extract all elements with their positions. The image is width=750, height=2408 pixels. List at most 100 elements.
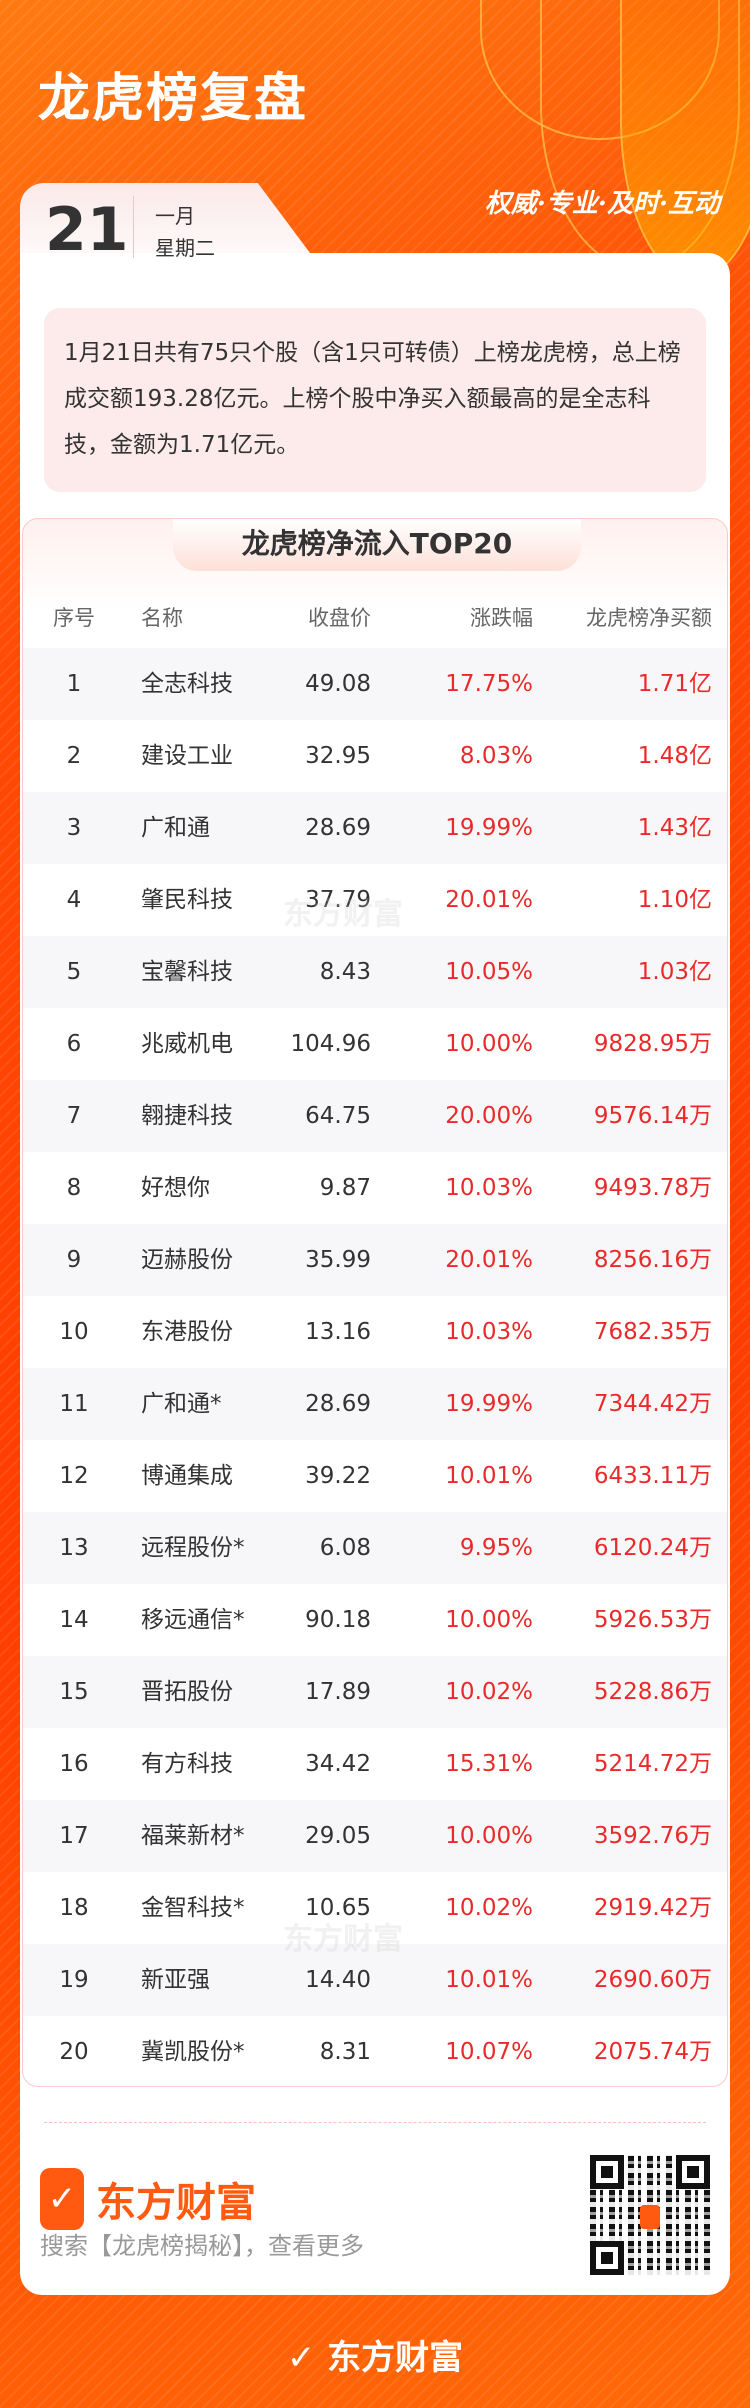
cell-change: 10.03% (445, 1175, 533, 1201)
cell-net-buy: 5214.72万 (593, 1751, 712, 1777)
cell-rank: 12 (59, 1463, 89, 1489)
col-net-buy: 龙虎榜净买额 (586, 606, 712, 630)
cell-rank: 16 (59, 1751, 89, 1777)
cell-net-buy: 2919.42万 (593, 1895, 712, 1921)
page-title: 龙虎榜复盘 (38, 69, 309, 129)
watermark: 东方财富 (283, 1922, 403, 1957)
cell-change: 20.00% (445, 1103, 533, 1129)
cell-name: 好想你 (141, 1175, 210, 1201)
cell-name: 建设工业 (141, 743, 233, 769)
cell-rank: 17 (59, 1823, 89, 1849)
cell-close: 6.08 (319, 1535, 371, 1561)
table-title: 龙虎榜净流入TOP20 (173, 519, 581, 571)
cell-change: 20.01% (445, 1247, 533, 1273)
cell-close: 8.43 (319, 959, 371, 985)
cell-change: 8.03% (459, 743, 533, 769)
summary-text: 1月21日共有75只个股（含1只可转债）上榜龙虎榜，总上榜成交额193.28亿元… (44, 308, 706, 492)
table-row: 2 建设工业 32.95 8.03% 1.48亿 (23, 720, 727, 792)
table-row: 10 东港股份 13.16 10.03% 7682.35万 (23, 1296, 727, 1368)
cell-net-buy: 1.43亿 (637, 815, 712, 841)
cell-name: 远程股份* (141, 1535, 245, 1561)
cell-close: 49.08 (305, 671, 371, 697)
cell-close: 14.40 (305, 1967, 371, 1993)
cell-close: 35.99 (305, 1247, 371, 1273)
cell-change: 10.00% (445, 1823, 533, 1849)
cell-net-buy: 2690.60万 (593, 1967, 712, 1993)
cell-rank: 1 (66, 671, 82, 697)
cell-close: 90.18 (305, 1607, 371, 1633)
cell-close: 10.65 (305, 1895, 371, 1921)
cell-rank: 10 (59, 1319, 89, 1345)
qr-logo-icon (640, 2205, 660, 2229)
eastmoney-logo-icon: ✓ (286, 2338, 328, 2378)
cell-name: 冀凯股份* (141, 2039, 245, 2065)
brand-logo: ✓ 东方财富 (40, 2168, 256, 2230)
cell-net-buy: 7344.42万 (593, 1391, 712, 1417)
date-divider (133, 196, 134, 258)
cell-net-buy: 3592.76万 (593, 1823, 712, 1849)
cell-rank: 4 (66, 887, 82, 913)
cell-net-buy: 5228.86万 (593, 1679, 712, 1705)
cell-rank: 2 (66, 743, 82, 769)
bottom-brand-text: 东方财富 (327, 2338, 464, 2378)
col-name: 名称 (141, 606, 183, 630)
col-change: 涨跌幅 (470, 606, 533, 630)
table-row: 13 远程股份* 6.08 9.95% 6120.24万 (23, 1512, 727, 1584)
table-row: 20 冀凯股份* 8.31 10.07% 2075.74万 (23, 2016, 727, 2086)
cell-close: 39.22 (305, 1463, 371, 1489)
cell-close: 64.75 (305, 1103, 371, 1129)
cell-rank: 14 (59, 1607, 89, 1633)
cell-net-buy: 9576.14万 (593, 1103, 712, 1129)
table-row: 19 新亚强 14.40 10.01% 2690.60万 (23, 1944, 727, 2016)
cell-close: 17.89 (305, 1679, 371, 1705)
qr-code[interactable] (590, 2155, 710, 2275)
table-row: 7 翱捷科技 64.75 20.00% 9576.14万 (23, 1080, 727, 1152)
cell-name: 肇民科技 (141, 887, 233, 913)
cell-rank: 19 (59, 1967, 89, 1993)
cell-rank: 11 (59, 1391, 89, 1417)
cell-change: 19.99% (445, 815, 533, 841)
cell-net-buy: 7682.35万 (593, 1319, 712, 1345)
cell-rank: 5 (66, 959, 82, 985)
cell-change: 17.75% (445, 671, 533, 697)
cell-close: 37.79 (305, 887, 371, 913)
brand-name: 东方财富 (96, 2180, 256, 2226)
cell-name: 晋拓股份 (141, 1679, 233, 1705)
table-row: 11 广和通* 28.69 19.99% 7344.42万 (23, 1368, 727, 1440)
cell-net-buy: 1.10亿 (637, 887, 712, 913)
cell-net-buy: 9828.95万 (593, 1031, 712, 1057)
table-row: 16 有方科技 34.42 15.31% 5214.72万 (23, 1728, 727, 1800)
cell-name: 新亚强 (141, 1967, 210, 1993)
bottom-brand: ✓ 东方财富 (0, 2330, 750, 2379)
col-close: 收盘价 (308, 606, 371, 630)
cell-rank: 20 (59, 2039, 89, 2065)
cell-change: 10.00% (445, 1031, 533, 1057)
table-row: 14 移远通信* 90.18 10.00% 5926.53万 (23, 1584, 727, 1656)
cell-net-buy: 6120.24万 (593, 1535, 712, 1561)
table-row: 5 宝馨科技 8.43 10.05% 1.03亿 (23, 936, 727, 1008)
cell-change: 20.01% (445, 887, 533, 913)
cell-rank: 13 (59, 1535, 89, 1561)
col-rank: 序号 (53, 606, 95, 630)
cell-net-buy: 1.48亿 (637, 743, 712, 769)
slogan: 权威·专业·及时·互动 (484, 189, 720, 219)
cell-name: 东港股份 (141, 1319, 233, 1345)
cell-name: 博通集成 (141, 1463, 233, 1489)
cell-rank: 3 (66, 815, 82, 841)
cell-name: 兆威机电 (141, 1031, 233, 1057)
table-row: 4 肇民科技 37.79 20.01% 1.10亿 (23, 864, 727, 936)
cell-change: 10.05% (445, 959, 533, 985)
cell-rank: 9 (66, 1247, 82, 1273)
cell-close: 28.69 (305, 1391, 371, 1417)
date-weekday: 星期二 (155, 236, 215, 260)
table-row: 8 好想你 9.87 10.03% 9493.78万 (23, 1152, 727, 1224)
cell-change: 10.01% (445, 1967, 533, 1993)
cell-rank: 18 (59, 1895, 89, 1921)
cell-name: 有方科技 (141, 1751, 233, 1777)
cell-change: 10.02% (445, 1679, 533, 1705)
cell-change: 10.00% (445, 1607, 533, 1633)
search-hint: 搜索【龙虎榜揭秘】，查看更多 (40, 2232, 364, 2260)
table-row: 17 福莱新材* 29.05 10.00% 3592.76万 (23, 1800, 727, 1872)
cell-change: 10.03% (445, 1319, 533, 1345)
cell-net-buy: 1.03亿 (637, 959, 712, 985)
